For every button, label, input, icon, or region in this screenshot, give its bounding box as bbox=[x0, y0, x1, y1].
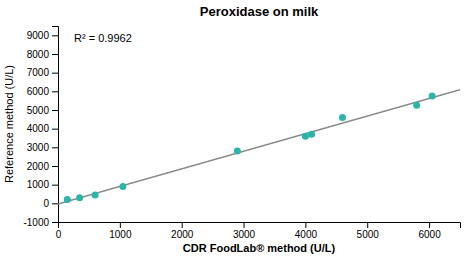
x-tick-label: 2000 bbox=[171, 229, 194, 240]
y-tick-label: 8000 bbox=[27, 49, 50, 60]
point bbox=[413, 102, 420, 109]
y-tick: 1000 bbox=[27, 179, 58, 190]
point bbox=[234, 148, 241, 155]
x-axis-title: CDR FoodLab® method (U/L) bbox=[183, 242, 336, 254]
y-tick-mark bbox=[52, 54, 58, 55]
x-tick-mark bbox=[244, 222, 245, 228]
y-tick-label: 1000 bbox=[27, 179, 50, 190]
y-tick: 8000 bbox=[27, 49, 58, 60]
x-tick: 1000 bbox=[109, 222, 132, 240]
x-tick-mark bbox=[305, 222, 306, 228]
point bbox=[302, 133, 309, 140]
x-tick: 4000 bbox=[295, 222, 318, 240]
y-tick-mark bbox=[52, 147, 58, 148]
x-tick-label: 5000 bbox=[357, 229, 380, 240]
chart: 0 1000 2000 3000 4000 5000 6000 -1000 0 1000 2000 3… bbox=[0, 0, 474, 258]
y-tick-label: 9000 bbox=[27, 30, 50, 41]
x-tick-label: 6000 bbox=[418, 229, 441, 240]
plot-area: 0 1000 2000 3000 4000 5000 6000 -1000 0 1000 2000 3… bbox=[23, 27, 460, 241]
y-axis-title: Reference method (U/L) bbox=[3, 65, 15, 183]
point bbox=[119, 183, 126, 190]
y-tick: 5000 bbox=[27, 105, 58, 116]
y-tick: 3000 bbox=[27, 142, 58, 153]
y-tick-label: 0 bbox=[43, 198, 49, 209]
x-tick: 6000 bbox=[418, 222, 441, 240]
point bbox=[339, 114, 346, 121]
fit-line bbox=[58, 90, 460, 204]
y-tick: 4000 bbox=[27, 123, 58, 134]
y-tick-label: 6000 bbox=[27, 86, 50, 97]
y-tick-mark bbox=[52, 91, 58, 92]
y-tick-mark bbox=[52, 35, 58, 36]
y-tick: 9000 bbox=[27, 30, 58, 41]
y-axis-line bbox=[52, 27, 59, 223]
y-tick-label: 4000 bbox=[27, 123, 50, 134]
x-tick: 3000 bbox=[233, 222, 256, 240]
x-tick-label: 1000 bbox=[109, 229, 132, 240]
title: Peroxidase on milk bbox=[200, 4, 319, 19]
y-tick: 0 bbox=[43, 198, 58, 209]
x-tick-label: 3000 bbox=[233, 229, 256, 240]
y-tick-mark bbox=[52, 110, 58, 111]
y-tick-mark bbox=[52, 185, 58, 186]
y-tick-mark bbox=[52, 73, 58, 74]
y-tick: 6000 bbox=[27, 86, 58, 97]
x-tick-mark bbox=[120, 222, 121, 228]
x-tick-label: 4000 bbox=[295, 229, 318, 240]
annotation: R² = 0.9962 bbox=[74, 32, 132, 44]
x-tick-mark bbox=[182, 222, 183, 228]
point bbox=[92, 191, 99, 198]
y-tick-mark bbox=[52, 166, 58, 167]
y-tick-label: 5000 bbox=[27, 105, 50, 116]
y-tick-label: 7000 bbox=[27, 67, 50, 78]
x-tick-mark bbox=[367, 222, 368, 228]
x-tick: 0 bbox=[56, 222, 62, 240]
y-tick-label: -1000 bbox=[23, 217, 49, 228]
x-axis: 0 1000 2000 3000 4000 5000 6000 bbox=[56, 222, 461, 240]
y-tick-mark bbox=[52, 222, 58, 223]
point bbox=[76, 194, 83, 201]
y-tick: 2000 bbox=[27, 161, 58, 172]
x-tick-mark bbox=[429, 222, 430, 228]
marks bbox=[58, 90, 460, 204]
point bbox=[64, 196, 71, 203]
point bbox=[308, 131, 315, 138]
y-tick-mark bbox=[52, 203, 58, 204]
x-axis-line bbox=[59, 223, 461, 229]
y-tick-label: 3000 bbox=[27, 142, 50, 153]
x-tick: 2000 bbox=[171, 222, 194, 240]
x-tick-label: 0 bbox=[56, 229, 62, 240]
y-tick: -1000 bbox=[23, 217, 58, 228]
x-tick: 5000 bbox=[357, 222, 380, 240]
y-tick-label: 2000 bbox=[27, 161, 50, 172]
y-axis: -1000 0 1000 2000 3000 4000 5000 6000 7000 8000 90… bbox=[23, 27, 58, 228]
y-tick: 7000 bbox=[27, 67, 58, 78]
y-tick-mark bbox=[52, 129, 58, 130]
point bbox=[429, 93, 436, 100]
